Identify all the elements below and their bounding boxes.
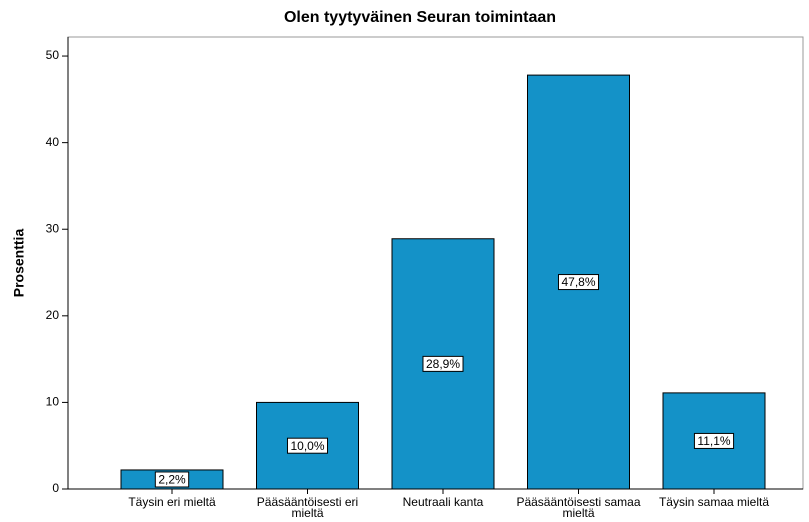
x-tick-label: Täysin eri mieltä [128, 495, 216, 509]
y-tick-label: 20 [46, 308, 60, 322]
y-tick-label: 50 [46, 48, 60, 62]
x-tick-label: Neutraali kanta [402, 495, 484, 509]
y-axis-label: Prosenttia [11, 229, 27, 298]
y-tick-label: 0 [52, 481, 59, 495]
y-tick-label: 40 [46, 135, 60, 149]
x-tick-label: Täysin samaa mieltä [658, 495, 770, 509]
value-label-box [422, 355, 464, 372]
value-label: 11,1% [697, 434, 730, 448]
chart-title: Olen tyytyväinen Seuran toimintaan [284, 9, 556, 26]
x-tick-label: Pääsääntöisesti samaa mieltä [516, 495, 641, 520]
value-label: 28,9% [426, 357, 460, 371]
value-label-box [154, 471, 190, 488]
value-label-box [557, 274, 600, 291]
value-label: 47,8% [561, 275, 595, 289]
value-label: 2,2% [158, 473, 186, 487]
value-label-box [693, 432, 735, 449]
y-tick-label: 10 [46, 395, 60, 409]
x-tick-label: Pääsääntöisesti eri mieltä [256, 495, 359, 520]
value-label: 10,0% [290, 439, 324, 453]
y-tick-label: 30 [46, 221, 60, 235]
value-label-box [286, 437, 329, 454]
